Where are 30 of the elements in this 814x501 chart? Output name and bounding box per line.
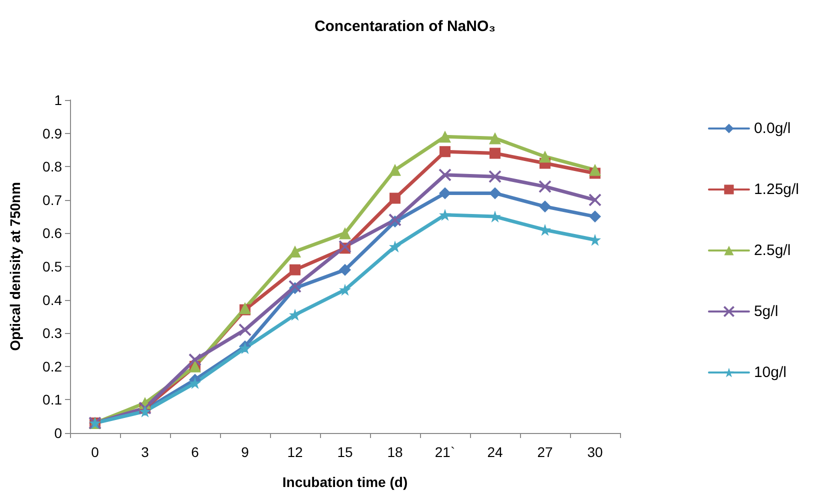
x-tick-label: 9 (241, 444, 250, 460)
y-tick-label: 0.6 (42, 225, 62, 242)
legend-label: 0.0g/l (754, 120, 791, 137)
x-tick-label: 3 (141, 444, 150, 460)
y-tick-label: 0.3 (42, 325, 62, 342)
x-axis-title: Incubation time (d) (282, 474, 408, 490)
x-tick-label: 30 (587, 444, 603, 460)
legend-label: 1.25g/l (754, 181, 800, 198)
x-tick-label: 12 (287, 444, 303, 460)
y-tick-label: 0.4 (42, 292, 62, 308)
legend-label: 2.5g/l (754, 242, 791, 259)
x-tick-label: 15 (337, 444, 353, 460)
y-tick-label: 0.8 (42, 158, 62, 175)
y-tick-label: 0.7 (42, 192, 62, 208)
y-tick-label: 0.2 (42, 358, 62, 374)
y-tick-label: 1 (54, 92, 62, 108)
legend-label: 10g/l (754, 364, 786, 381)
x-tick-label: 24 (487, 444, 503, 460)
legend-label: 5g/l (754, 303, 778, 320)
x-tick-label: 18 (387, 444, 403, 460)
y-tick-label: 0.1 (42, 392, 62, 408)
y-axis-title: Optical denisity at 750nm (7, 182, 23, 351)
x-tick-label: 6 (191, 444, 200, 460)
x-tick-label: 27 (537, 444, 553, 460)
y-tick-label: 0.9 (42, 125, 62, 142)
y-tick-label: 0.5 (42, 258, 62, 274)
y-tick-label: 0 (54, 425, 62, 441)
x-tick-label: 21` (434, 444, 456, 460)
chart-title: Concentaration of NaNO₃ (314, 18, 496, 35)
x-tick-label: 0 (91, 444, 100, 460)
